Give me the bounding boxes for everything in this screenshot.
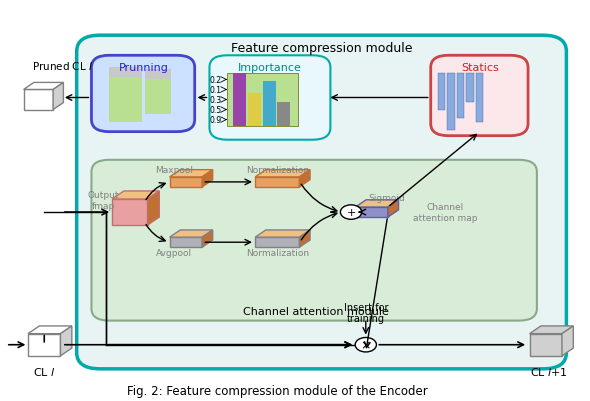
Polygon shape	[299, 170, 310, 187]
Polygon shape	[255, 170, 310, 177]
Polygon shape	[60, 326, 72, 356]
FancyBboxPatch shape	[77, 36, 566, 369]
Bar	[233, 74, 246, 126]
Bar	[263, 82, 276, 126]
Polygon shape	[148, 192, 159, 225]
Text: Avgpool: Avgpool	[156, 248, 192, 257]
Bar	[476, 74, 483, 122]
Text: Output
fmap: Output fmap	[87, 191, 119, 210]
Bar	[227, 74, 298, 126]
Bar	[438, 74, 445, 110]
Text: 0.1: 0.1	[209, 86, 221, 95]
Polygon shape	[112, 200, 148, 225]
Polygon shape	[53, 83, 64, 110]
Bar	[447, 74, 455, 130]
FancyBboxPatch shape	[431, 56, 528, 136]
Text: 0.9: 0.9	[209, 116, 221, 125]
Polygon shape	[28, 326, 72, 334]
Polygon shape	[388, 200, 399, 217]
Text: CL $l$+1: CL $l$+1	[530, 365, 568, 377]
Text: 0.2: 0.2	[209, 76, 221, 85]
Polygon shape	[202, 230, 213, 247]
Bar	[145, 70, 171, 80]
Text: Pruned CL $l$: Pruned CL $l$	[32, 60, 94, 72]
Bar	[466, 74, 474, 102]
Text: Importance: Importance	[238, 63, 302, 73]
FancyBboxPatch shape	[209, 56, 330, 140]
Text: Normalization: Normalization	[246, 248, 309, 257]
Text: Sigmoid: Sigmoid	[368, 194, 405, 203]
Bar	[24, 90, 53, 110]
Text: Channel attention module: Channel attention module	[242, 306, 389, 316]
Bar	[530, 334, 562, 356]
Polygon shape	[255, 177, 299, 187]
Text: 0.3: 0.3	[209, 96, 221, 105]
Bar	[277, 102, 290, 126]
Bar	[28, 334, 60, 356]
Polygon shape	[24, 83, 64, 90]
Bar	[109, 70, 142, 122]
Circle shape	[355, 338, 376, 352]
Polygon shape	[202, 170, 213, 187]
Polygon shape	[255, 230, 310, 237]
Text: Prunning: Prunning	[119, 63, 168, 73]
FancyBboxPatch shape	[91, 160, 537, 321]
Polygon shape	[355, 208, 388, 217]
Bar	[233, 74, 246, 126]
Text: Statics: Statics	[461, 63, 499, 73]
Text: 0.5: 0.5	[209, 106, 221, 115]
Polygon shape	[112, 192, 159, 200]
Bar	[109, 68, 142, 78]
Text: Normalization: Normalization	[246, 166, 309, 175]
Text: CL $l$: CL $l$	[33, 365, 55, 377]
Text: +: +	[346, 208, 356, 217]
Polygon shape	[170, 170, 213, 177]
Text: Fig. 2: Feature compression module of the Encoder: Fig. 2: Feature compression module of th…	[127, 384, 428, 397]
Bar	[248, 94, 261, 126]
Polygon shape	[170, 237, 202, 247]
Text: Feature compression module: Feature compression module	[231, 42, 412, 55]
Bar	[145, 70, 171, 114]
Polygon shape	[170, 177, 202, 187]
Polygon shape	[562, 326, 573, 356]
Bar	[248, 94, 261, 126]
Text: ×: ×	[360, 338, 371, 351]
Polygon shape	[355, 200, 399, 208]
Polygon shape	[170, 230, 213, 237]
Circle shape	[340, 205, 362, 220]
Polygon shape	[530, 326, 573, 334]
Bar	[277, 102, 290, 126]
Text: Channel
attention map: Channel attention map	[413, 203, 478, 222]
Polygon shape	[299, 230, 310, 247]
FancyBboxPatch shape	[91, 56, 195, 132]
Text: Maxpool: Maxpool	[155, 166, 193, 175]
Bar	[263, 82, 276, 126]
Polygon shape	[255, 237, 299, 247]
Bar	[457, 74, 464, 118]
Text: Insert for
training: Insert for training	[343, 302, 388, 324]
